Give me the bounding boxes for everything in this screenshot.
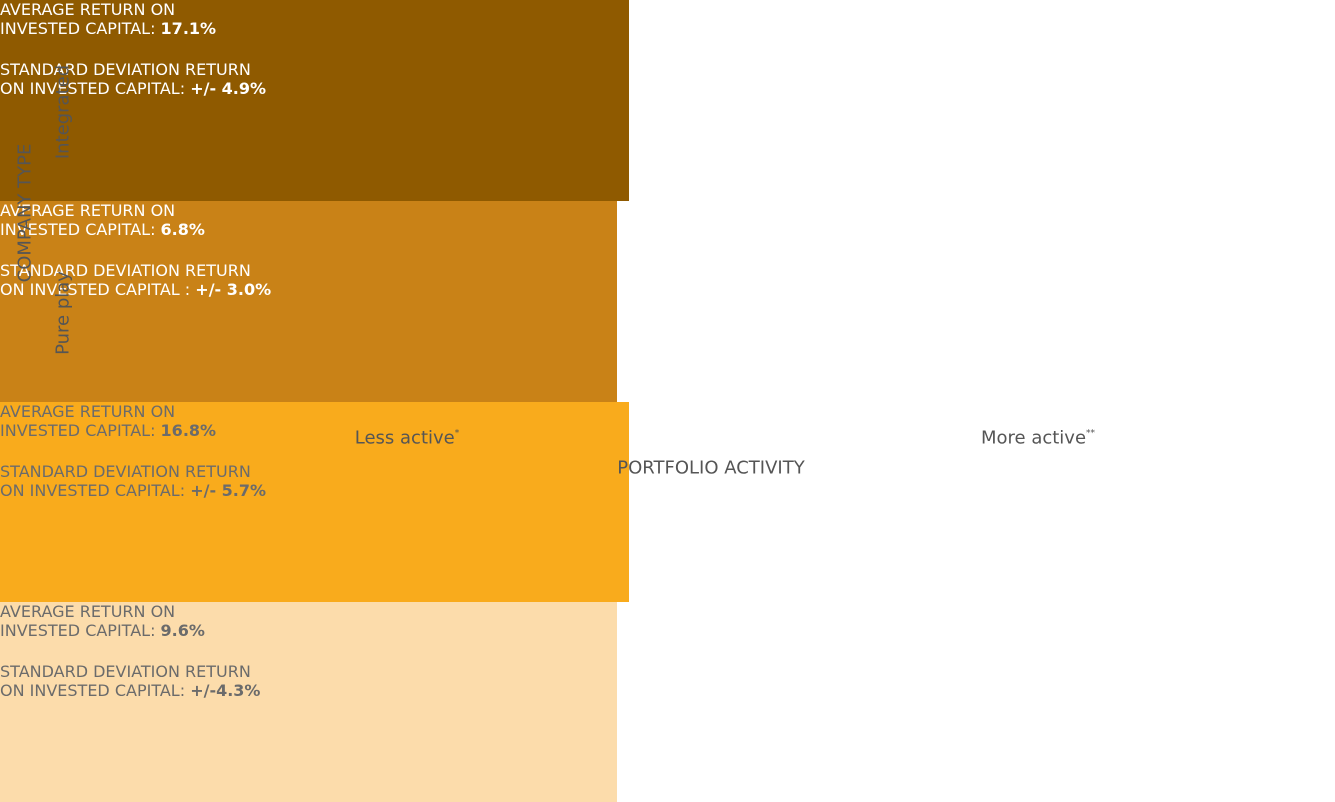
avg-line: AVERAGE RETURN ON [0, 0, 176, 19]
avg-line: AVERAGE RETURN ON [0, 402, 176, 421]
page: {"y_axis": {"title": "COMPANY TYPE", "ro… [0, 0, 1096, 802]
cell-text: AVERAGE RETURN ON INVESTED CAPITAL: 17.1%… [0, 0, 629, 98]
spacer [0, 640, 617, 662]
column-note: ** [1086, 428, 1096, 439]
column-text: More active [980, 427, 1087, 449]
spacer [0, 239, 617, 261]
sd-line: ON INVESTED CAPITAL : +/- 3.0% [0, 280, 617, 299]
x-axis-title: PORTFOLIO ACTIVITY [617, 457, 805, 479]
sd-line: STANDARD DEVIATION RETURN [0, 60, 251, 79]
sd-value: +/- 4.9% [190, 79, 267, 98]
sd-label: ON INVESTED CAPITAL : [0, 280, 196, 299]
row-label: Integrated [52, 64, 74, 160]
spacer [0, 38, 629, 60]
sd-line: ON INVESTED CAPITAL: +/- 4.9% [0, 79, 629, 98]
sd-line: ON INVESTED CAPITAL: +/-4.3% [0, 681, 617, 700]
cell-text: AVERAGE RETURN ON INVESTED CAPITAL: 16.8%… [0, 402, 629, 500]
column-label: More active** [981, 428, 1095, 449]
sd-label: ON INVESTED CAPITAL: [0, 681, 191, 700]
sd-line: STANDARD DEVIATION RETURN [0, 462, 251, 481]
avg-line: INVESTED CAPITAL: 16.8% [0, 421, 629, 440]
sd-line: STANDARD DEVIATION RETURN [0, 662, 251, 681]
matrix-cell: AVERAGE RETURN ON INVESTED CAPITAL: 16.8%… [0, 402, 629, 602]
sd-value: +/- 5.7% [190, 481, 267, 500]
column-label: Less active* [355, 428, 459, 449]
avg-label: INVESTED CAPITAL: [0, 621, 161, 640]
avg-value: 17.1% [160, 19, 217, 38]
sd-line: ON INVESTED CAPITAL: +/- 5.7% [0, 481, 629, 500]
cell-text: AVERAGE RETURN ON INVESTED CAPITAL: 6.8% S… [0, 201, 617, 299]
sd-value: +/-4.3% [190, 681, 261, 700]
sd-value: +/- 3.0% [195, 280, 272, 299]
column-text: Less active [354, 427, 455, 449]
avg-label: INVESTED CAPITAL: [0, 421, 161, 440]
avg-label: INVESTED CAPITAL: [0, 19, 161, 38]
sd-label: ON INVESTED CAPITAL: [0, 481, 191, 500]
avg-line: AVERAGE RETURN ON [0, 602, 176, 621]
y-axis-title: COMPANY TYPE [14, 143, 36, 283]
avg-line: INVESTED CAPITAL: 9.6% [0, 621, 617, 640]
row-label: Pure play [52, 271, 74, 355]
matrix-cell: AVERAGE RETURN ON INVESTED CAPITAL: 9.6% S… [0, 602, 617, 802]
sd-line: STANDARD DEVIATION RETURN [0, 261, 251, 280]
cell-text: AVERAGE RETURN ON INVESTED CAPITAL: 9.6% S… [0, 602, 617, 700]
sd-label: ON INVESTED CAPITAL: [0, 79, 191, 98]
spacer [0, 440, 629, 462]
avg-value: 6.8% [160, 220, 205, 239]
avg-value: 16.8% [160, 421, 217, 440]
avg-line: AVERAGE RETURN ON [0, 201, 176, 220]
avg-line: INVESTED CAPITAL: 17.1% [0, 19, 629, 38]
matrix-cell: AVERAGE RETURN ON INVESTED CAPITAL: 17.1%… [0, 0, 629, 201]
matrix-cell: AVERAGE RETURN ON INVESTED CAPITAL: 6.8% S… [0, 201, 617, 402]
avg-line: INVESTED CAPITAL: 6.8% [0, 220, 617, 239]
column-note: * [454, 428, 460, 439]
avg-label: INVESTED CAPITAL: [0, 220, 161, 239]
avg-value: 9.6% [160, 621, 205, 640]
